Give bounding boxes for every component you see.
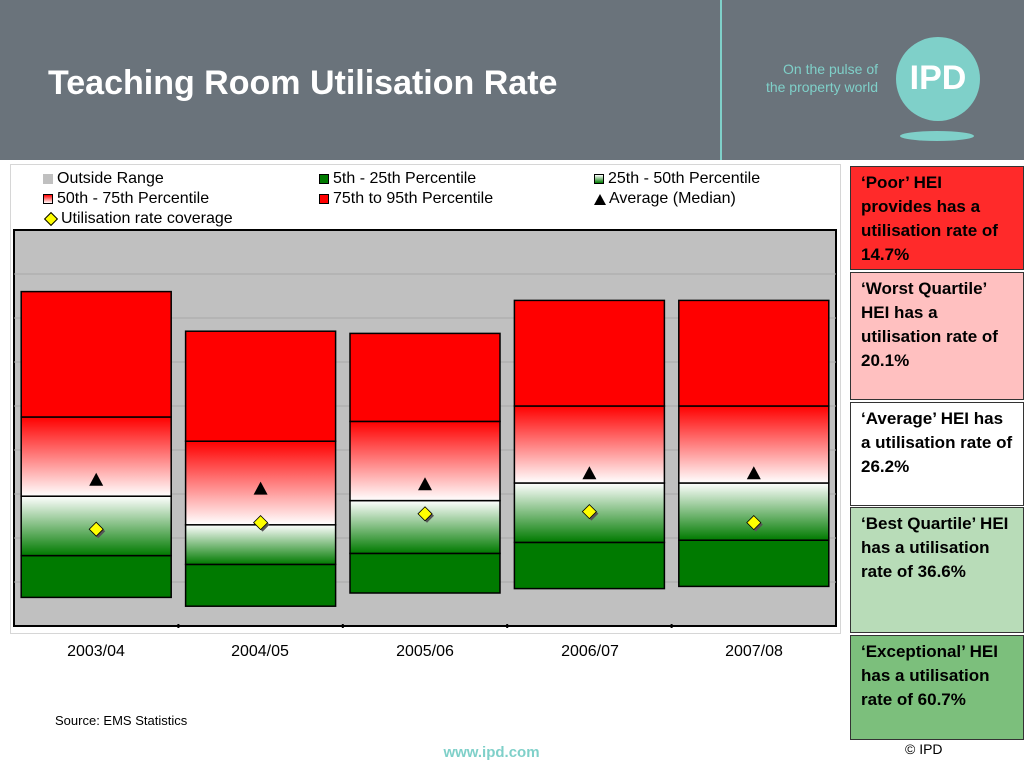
page-title: Teaching Room Utilisation Rate	[48, 64, 558, 102]
median-marker	[746, 466, 761, 480]
website-link[interactable]: www.ipd.com	[443, 744, 540, 761]
legend-p5-25: 5th - 25th Percentile	[319, 170, 476, 188]
x-tick-label: 2005/06	[396, 643, 454, 660]
bar-segment-p75-95	[349, 332, 501, 423]
side-box-text: ‘Best Quartile’ HEI has a utilisation ra…	[861, 514, 1009, 581]
side-box-average: ‘Average’ HEI has a utilisation rate of …	[850, 402, 1024, 506]
legend-p75-95: 75th to 95th Percentile	[319, 190, 493, 208]
x-tick-label: 2006/07	[561, 643, 619, 660]
legend-swatch-p50-75	[43, 194, 53, 204]
x-tick-label: 2007/08	[725, 643, 783, 660]
legend-swatch-p5-25	[319, 174, 329, 184]
legend-p25-50: 25th - 50th Percentile	[594, 170, 760, 188]
legend-label-average: Average (Median)	[609, 190, 736, 207]
bar-segment-p25-50	[513, 482, 666, 544]
side-box-text: ‘Average’ HEI has a utilisation rate of …	[861, 409, 1013, 476]
legend-swatch-outside-range	[43, 174, 53, 184]
logo-shadow	[900, 131, 974, 141]
x-tick-label: 2004/05	[231, 643, 289, 660]
side-box-best-quartile: ‘Best Quartile’ HEI has a utilisation ra…	[850, 507, 1024, 633]
legend-swatch-p25-50	[594, 174, 604, 184]
legend-coverage: Utilisation rate coverage	[43, 210, 233, 228]
bar-segment-p75-95	[20, 290, 172, 418]
legend-label-p25-50: 25th - 50th Percentile	[608, 170, 761, 187]
bar-segment-p5-25	[513, 541, 666, 590]
bar-segment-p75-95	[184, 330, 337, 442]
legend-p50-75: 50th - 75th Percentile	[43, 190, 209, 208]
bar-segment-p25-50	[184, 524, 337, 566]
source-note: Source: EMS Statistics	[55, 713, 188, 728]
legend-label-coverage: Utilisation rate coverage	[61, 210, 233, 227]
side-box-text: ‘Exceptional’ HEI has a utilisation rate…	[861, 642, 998, 709]
bar-segment-p75-95	[678, 299, 830, 407]
median-marker	[253, 481, 268, 495]
tagline-line-2: the property world	[765, 79, 878, 95]
legend-triangle-icon	[594, 193, 606, 205]
tagline: On the pulse of the property world	[766, 60, 878, 96]
bar-segment-p5-25	[184, 563, 337, 607]
coverage-marker	[417, 506, 433, 522]
logo-text: IPD	[909, 59, 967, 97]
legend-label-outside-range: Outside Range	[57, 170, 164, 187]
bar-segment-p25-50	[678, 482, 830, 541]
tagline-line-1: On the pulse of	[783, 61, 878, 77]
legend-label-p75-95: 75th to 95th Percentile	[333, 190, 494, 207]
median-marker	[89, 472, 104, 486]
coverage-marker	[581, 504, 597, 520]
coverage-marker	[88, 521, 104, 537]
bar-segment-p5-25	[678, 539, 830, 588]
coverage-marker	[253, 515, 269, 531]
legend-label-p50-75: 50th - 75th Percentile	[57, 190, 210, 207]
side-box-worst-quartile: ‘Worst Quartile’ HEI has a utilisation r…	[850, 272, 1024, 400]
legend-outside-range: Outside Range	[43, 170, 164, 188]
side-box-exceptional: ‘Exceptional’ HEI has a utilisation rate…	[850, 635, 1024, 740]
median-marker	[418, 477, 432, 491]
x-tick-label: 2003/04	[67, 643, 125, 660]
bar-segment-p5-25	[349, 552, 501, 594]
ipd-logo: IPD	[896, 37, 980, 121]
side-box-text: ‘Poor’ HEI provides has a utilisation ra…	[861, 173, 998, 264]
bar-segment-p75-95	[513, 299, 666, 407]
coverage-marker	[746, 515, 762, 531]
side-box-poor: ‘Poor’ HEI provides has a utilisation ra…	[850, 166, 1024, 270]
header-banner: Teaching Room Utilisation Rate On the pu…	[0, 0, 1024, 160]
legend-swatch-p75-95	[319, 194, 329, 204]
copyright: © IPD	[905, 741, 943, 757]
header-divider	[720, 0, 722, 160]
legend-label-p5-25: 5th - 25th Percentile	[333, 170, 477, 187]
bar-segment-p5-25	[20, 554, 172, 599]
legend-average: Average (Median)	[594, 190, 736, 208]
side-box-text: ‘Worst Quartile’ HEI has a utilisation r…	[861, 279, 998, 370]
median-marker	[582, 466, 597, 480]
